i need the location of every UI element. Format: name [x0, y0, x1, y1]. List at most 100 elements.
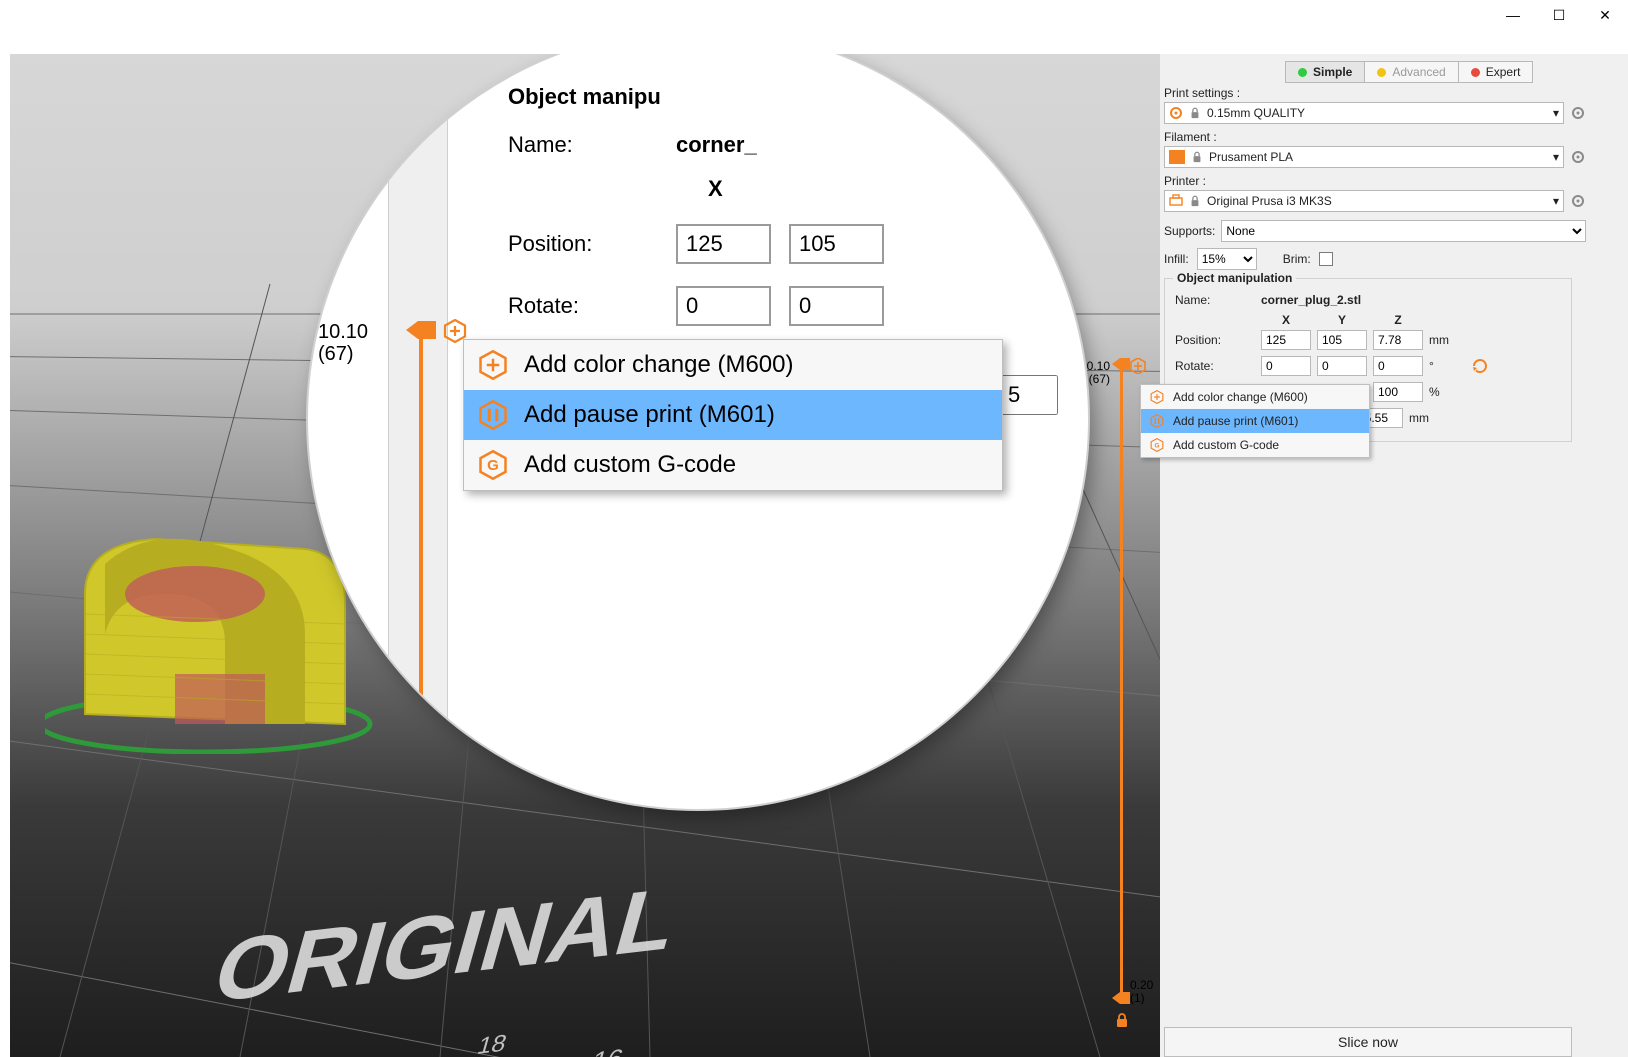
- infill-select[interactable]: 15%: [1197, 248, 1257, 270]
- slice-now-label: Slice now: [1338, 1034, 1398, 1050]
- layer-slider-top-handle[interactable]: [1112, 358, 1130, 370]
- tab-simple[interactable]: Simple: [1286, 62, 1365, 82]
- zoom-hidden-value-input[interactable]: [998, 375, 1058, 415]
- name-value: corner_plug_2.stl: [1261, 293, 1361, 307]
- rotate-label: Rotate:: [1175, 359, 1255, 373]
- zoom-position-y-input[interactable]: [789, 224, 884, 264]
- zoom-position-label: Position:: [508, 231, 658, 257]
- plus-hex-icon: [478, 350, 508, 380]
- rotate-unit: °: [1429, 359, 1459, 373]
- zoom-menu-item-label: Add color change (M600): [524, 351, 793, 379]
- zoom-menu-add-color-change[interactable]: Add color change (M600): [464, 340, 1002, 390]
- scale-z-input[interactable]: [1373, 382, 1423, 402]
- brim-label: Brim:: [1283, 252, 1311, 266]
- menu-add-color-change[interactable]: Add color change (M600): [1141, 385, 1369, 409]
- settings-gear-icon[interactable]: [1570, 105, 1586, 121]
- position-y-input[interactable]: [1317, 330, 1367, 350]
- print-settings-label: Print settings :: [1164, 86, 1240, 100]
- mode-tabs: Simple Advanced Expert: [1285, 61, 1533, 83]
- svg-text:16: 16: [588, 1044, 626, 1057]
- name-label: Name:: [1175, 293, 1255, 307]
- slice-now-button[interactable]: Slice now: [1164, 1027, 1572, 1057]
- header-y: Y: [1317, 313, 1367, 327]
- zoom-slider-handle[interactable]: [406, 321, 436, 339]
- print-settings-value: 0.15mm QUALITY: [1207, 106, 1305, 120]
- zoom-rotate-x-input[interactable]: [676, 286, 771, 326]
- position-x-input[interactable]: [1261, 330, 1311, 350]
- dot-icon: [1377, 68, 1386, 77]
- maximize-button[interactable]: ☐: [1536, 0, 1582, 30]
- printer-label: Printer :: [1164, 174, 1206, 188]
- layer-slider-bottom-handle[interactable]: [1112, 992, 1130, 1004]
- minimize-button[interactable]: —: [1490, 0, 1536, 30]
- zoom-slider-track: [419, 329, 423, 809]
- window-controls: — ☐ ✕: [1490, 0, 1628, 30]
- lock-icon[interactable]: [1115, 1012, 1129, 1028]
- menu-item-label: Add custom G-code: [1173, 438, 1279, 452]
- position-label: Position:: [1175, 333, 1255, 347]
- zoom-rotate-y-input[interactable]: [789, 286, 884, 326]
- add-marker-icon[interactable]: [1130, 358, 1146, 374]
- brim-checkbox[interactable]: [1319, 252, 1333, 266]
- model-infill: [125, 566, 265, 622]
- tab-label: Simple: [1313, 65, 1352, 79]
- zoom-group-title: Object manipu: [508, 84, 1068, 110]
- dot-icon: [1471, 68, 1480, 77]
- plus-hex-icon: [1149, 389, 1165, 405]
- reset-rotate-icon[interactable]: [1471, 357, 1489, 375]
- zoom-name-label: Name:: [508, 132, 658, 158]
- header-z: Z: [1373, 313, 1423, 327]
- pause-hex-icon: [478, 400, 508, 430]
- gear-icon: [1169, 106, 1183, 120]
- zoom-layer-label: 10.10 (67): [318, 321, 368, 365]
- svg-text:18: 18: [474, 1030, 509, 1057]
- size-unit: mm: [1409, 411, 1439, 425]
- rotate-y-input[interactable]: [1317, 356, 1367, 376]
- pause-hex-icon: [1149, 413, 1165, 429]
- tab-advanced[interactable]: Advanced: [1365, 62, 1458, 82]
- supports-select[interactable]: None: [1221, 220, 1586, 242]
- zoom-object-manipulation: Object manipu Name: corner_ X Position: …: [508, 84, 1068, 326]
- scale-unit: %: [1429, 385, 1459, 399]
- svg-text:G: G: [487, 457, 499, 474]
- menu-add-custom-gcode[interactable]: G Add custom G-code: [1141, 433, 1369, 457]
- zoom-menu-add-pause-print[interactable]: Add pause print (M601): [464, 390, 1002, 440]
- settings-gear-icon[interactable]: [1570, 193, 1586, 209]
- menu-add-pause-print[interactable]: Add pause print (M601): [1141, 409, 1369, 433]
- viewport-3d[interactable]: ORIGINAL 16 18 10.10 (67): [10, 54, 1160, 1057]
- zoom-rotate-label: Rotate:: [508, 293, 658, 319]
- header-x: X: [1261, 313, 1311, 327]
- filament-swatch-icon: [1169, 150, 1185, 164]
- layer-slider[interactable]: 10.10 (67) 0.20 (1): [1090, 364, 1150, 1034]
- menu-item-label: Add pause print (M601): [1173, 414, 1298, 428]
- dot-icon: [1298, 68, 1307, 77]
- rotate-x-input[interactable]: [1261, 356, 1311, 376]
- settings-gear-icon[interactable]: [1570, 149, 1586, 165]
- gcode-hex-icon: G: [1149, 437, 1165, 453]
- rotate-z-input[interactable]: [1373, 356, 1423, 376]
- zoom-position-x-input[interactable]: [676, 224, 771, 264]
- gcode-hex-icon: G: [478, 450, 508, 480]
- tab-label: Expert: [1486, 65, 1521, 79]
- zoom-menu-add-custom-gcode[interactable]: G Add custom G-code: [464, 440, 1002, 490]
- print-settings-dropdown[interactable]: 0.15mm QUALITY ▾: [1164, 102, 1564, 124]
- layer-slider-bottom-label: 0.20 (1): [1130, 979, 1153, 1005]
- zoom-menu-item-label: Add custom G-code: [524, 451, 736, 479]
- printer-icon: [1169, 194, 1183, 208]
- zoom-name-value: corner_: [676, 132, 757, 158]
- printer-dropdown[interactable]: Original Prusa i3 MK3S ▾: [1164, 190, 1564, 212]
- filament-label: Filament :: [1164, 130, 1217, 144]
- printer-value: Original Prusa i3 MK3S: [1207, 194, 1332, 208]
- lock-icon: [1189, 195, 1201, 207]
- tab-expert[interactable]: Expert: [1459, 62, 1533, 82]
- chevron-down-icon: ▾: [1553, 150, 1559, 164]
- object-manipulation-title: Object manipulation: [1173, 271, 1296, 285]
- filament-dropdown[interactable]: Prusament PLA ▾: [1164, 146, 1564, 168]
- layer-slider-track[interactable]: [1120, 364, 1123, 1004]
- bed-watermark: ORIGINAL: [203, 867, 690, 1021]
- zoom-menu-item-label: Add pause print (M601): [524, 401, 775, 429]
- position-z-input[interactable]: [1373, 330, 1423, 350]
- settings-panel: Simple Advanced Expert Print settings : …: [1160, 54, 1628, 1057]
- close-button[interactable]: ✕: [1582, 0, 1628, 30]
- app-frame: ORIGINAL 16 18 10.10 (67): [10, 54, 1628, 1057]
